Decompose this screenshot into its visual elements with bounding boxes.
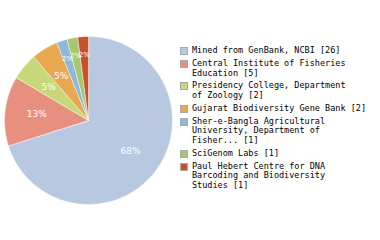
- html-text:Sher-e-Bangla Agricultural Uni: Sher-e-Bangla Agricultural University, D…: [192, 115, 326, 146]
- html-text:Gujarat Biodiversity Gene Bank: Gujarat Biodiversity Gene Bank [2]: [192, 102, 366, 113]
- svg-text:68%: 68%: [121, 146, 141, 156]
- svg-text:5%: 5%: [41, 82, 56, 92]
- html-text:Paul Hebert Centre for DNA Bar: Paul Hebert Centre for DNA Barcoding and…: [192, 160, 326, 191]
- html-text:Presidency College, Department: Presidency College, Department of Zoolog…: [192, 80, 346, 101]
- html-text:Central Institute of Fisheries: Central Institute of Fisheries Education…: [192, 57, 346, 78]
- svg-text:2%: 2%: [62, 54, 74, 63]
- html-text:SciGenom Labs [1]: SciGenom Labs [1]: [192, 147, 279, 158]
- svg-text:2%: 2%: [70, 52, 82, 61]
- svg-text:2%: 2%: [79, 51, 90, 59]
- svg-text:5%: 5%: [54, 71, 69, 81]
- svg-text:13%: 13%: [27, 109, 47, 119]
- html-text:Mined from GenBank, NCBI [26]: Mined from GenBank, NCBI [26]: [192, 45, 341, 55]
